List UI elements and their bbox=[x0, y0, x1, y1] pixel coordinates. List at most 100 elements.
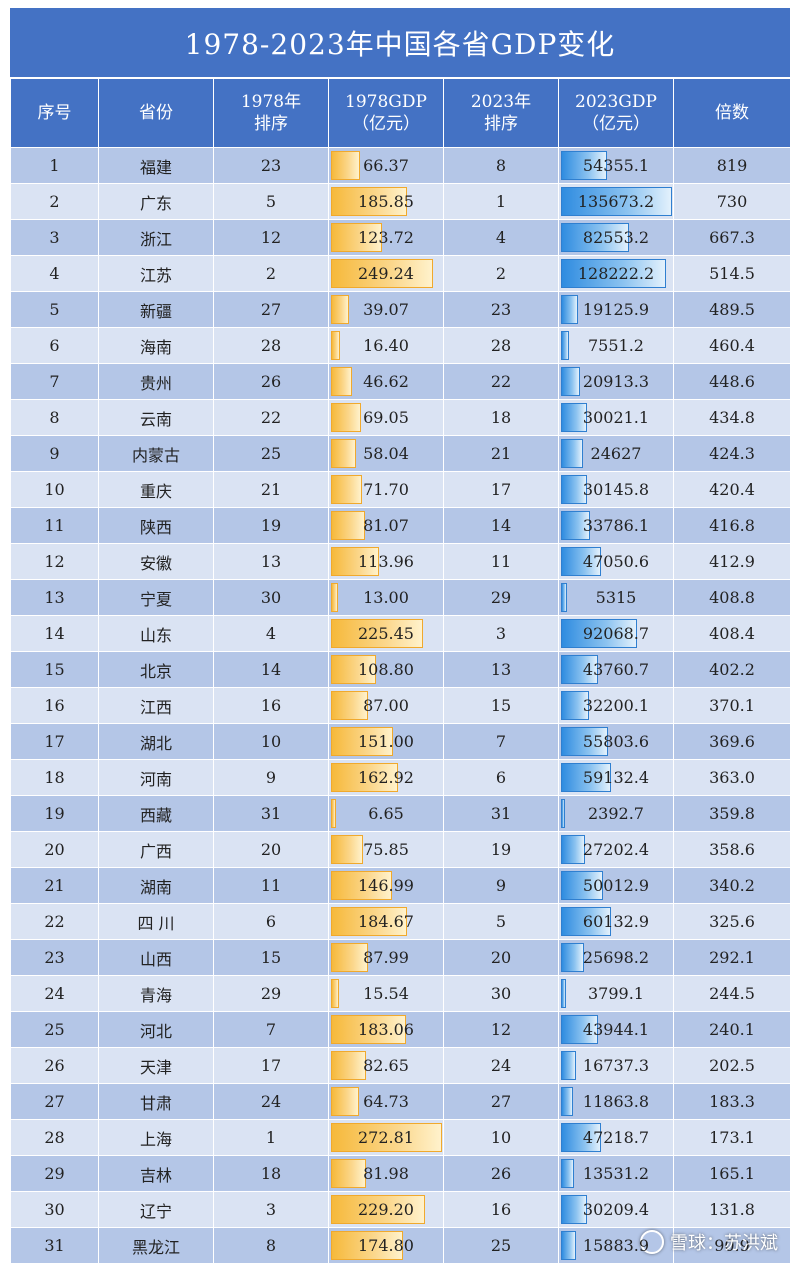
cell-gdp-2023-value: 24627 bbox=[590, 444, 642, 463]
cell-gdp-1978: 64.73 bbox=[328, 1083, 444, 1120]
cell-rank-1978: 26 bbox=[213, 363, 329, 400]
cell-rank-1978: 20 bbox=[213, 831, 329, 868]
cell-multiple: 370.1 bbox=[673, 687, 791, 724]
cell-gdp-2023: 30145.8 bbox=[558, 471, 674, 508]
cell-gdp-2023: 25698.2 bbox=[558, 939, 674, 976]
header-gdp-1978-line1: 1978GDP bbox=[345, 92, 427, 112]
table-row: 2 广东 5 185.85 1 135673.2 730 bbox=[10, 183, 791, 220]
cell-idx: 20 bbox=[10, 831, 99, 868]
cell-gdp-1978-databar bbox=[331, 259, 433, 288]
cell-idx: 21 bbox=[10, 867, 99, 904]
cell-gdp-2023-value: 27202.4 bbox=[582, 840, 650, 859]
cell-rank-2023: 30 bbox=[443, 975, 559, 1012]
cell-rank-1978: 3 bbox=[213, 1191, 329, 1228]
cell-gdp-1978-value: 174.80 bbox=[358, 1236, 414, 1255]
cell-province: 新疆 bbox=[98, 291, 214, 328]
cell-gdp-1978-value: 108.80 bbox=[358, 660, 414, 679]
cell-gdp-1978: 174.80 bbox=[328, 1227, 444, 1264]
cell-idx: 9 bbox=[10, 435, 99, 472]
cell-rank-1978: 10 bbox=[213, 723, 329, 760]
cell-gdp-2023-value: 25698.2 bbox=[582, 948, 650, 967]
cell-gdp-2023-databar bbox=[561, 799, 565, 828]
table-row: 10 重庆 21 71.70 17 30145.8 420.4 bbox=[10, 471, 791, 508]
header-gdp-2023-line1: 2023GDP bbox=[575, 92, 657, 112]
cell-gdp-1978: 16.40 bbox=[328, 327, 444, 364]
cell-idx: 16 bbox=[10, 687, 99, 724]
table-row: 16 江西 16 87.00 15 32200.1 370.1 bbox=[10, 687, 791, 724]
header-row: 序号 省份 1978年 排序 1978GDP （亿元） 2023年 排序 202… bbox=[10, 78, 791, 148]
cell-rank-1978: 24 bbox=[213, 1083, 329, 1120]
cell-gdp-1978: 66.37 bbox=[328, 147, 444, 184]
cell-gdp-1978: 81.98 bbox=[328, 1155, 444, 1192]
cell-gdp-2023-value: 2392.7 bbox=[588, 804, 644, 823]
cell-gdp-1978-databar bbox=[331, 1051, 366, 1080]
cell-idx: 7 bbox=[10, 363, 99, 400]
cell-multiple: 460.4 bbox=[673, 327, 791, 364]
cell-gdp-2023-value: 30209.4 bbox=[582, 1200, 650, 1219]
cell-rank-2023: 20 bbox=[443, 939, 559, 976]
table-row: 29 吉林 18 81.98 26 13531.2 165.1 bbox=[10, 1155, 791, 1192]
cell-gdp-2023: 16737.3 bbox=[558, 1047, 674, 1084]
cell-gdp-2023: 3799.1 bbox=[558, 975, 674, 1012]
cell-multiple: 408.4 bbox=[673, 615, 791, 652]
cell-gdp-1978-value: 162.92 bbox=[358, 768, 414, 787]
cell-multiple: 369.6 bbox=[673, 723, 791, 760]
table-row: 22 四 川 6 184.67 5 60132.9 325.6 bbox=[10, 903, 791, 940]
cell-gdp-1978-value: 6.65 bbox=[368, 804, 404, 823]
cell-province: 甘肃 bbox=[98, 1083, 214, 1120]
cell-gdp-2023: 2392.7 bbox=[558, 795, 674, 832]
cell-gdp-1978-databar bbox=[331, 1231, 403, 1260]
header-province: 省份 bbox=[98, 78, 214, 148]
cell-gdp-1978: 15.54 bbox=[328, 975, 444, 1012]
watermark-text: 雪球：苏洪斌 bbox=[670, 1233, 778, 1254]
cell-multiple: 402.2 bbox=[673, 651, 791, 688]
cell-multiple: 359.8 bbox=[673, 795, 791, 832]
cell-gdp-1978: 6.65 bbox=[328, 795, 444, 832]
table-row: 27 甘肃 24 64.73 27 11863.8 183.3 bbox=[10, 1083, 791, 1120]
cell-gdp-2023-databar bbox=[561, 583, 567, 612]
cell-idx: 25 bbox=[10, 1011, 99, 1048]
cell-province: 重庆 bbox=[98, 471, 214, 508]
cell-gdp-1978: 162.92 bbox=[328, 759, 444, 796]
table-row: 17 湖北 10 151.00 7 55803.6 369.6 bbox=[10, 723, 791, 760]
header-gdp-1978: 1978GDP （亿元） bbox=[328, 78, 444, 148]
cell-rank-2023: 19 bbox=[443, 831, 559, 868]
cell-gdp-2023-value: 135673.2 bbox=[577, 192, 655, 211]
cell-gdp-2023-databar bbox=[561, 331, 569, 360]
cell-gdp-2023-value: 43944.1 bbox=[582, 1020, 650, 1039]
cell-gdp-2023-databar bbox=[561, 403, 587, 432]
cell-gdp-2023-value: 82553.2 bbox=[582, 228, 650, 247]
cell-rank-2023: 11 bbox=[443, 543, 559, 580]
cell-province: 江苏 bbox=[98, 255, 214, 292]
cell-idx: 2 bbox=[10, 183, 99, 220]
cell-idx: 8 bbox=[10, 399, 99, 436]
cell-gdp-1978: 82.65 bbox=[328, 1047, 444, 1084]
cell-rank-1978: 30 bbox=[213, 579, 329, 616]
cell-gdp-2023-databar bbox=[561, 259, 666, 288]
cell-gdp-1978-value: 13.00 bbox=[363, 588, 409, 607]
cell-gdp-2023: 27202.4 bbox=[558, 831, 674, 868]
cell-rank-1978: 6 bbox=[213, 903, 329, 940]
table-row: 24 青海 29 15.54 30 3799.1 244.5 bbox=[10, 975, 791, 1012]
table-row: 23 山西 15 87.99 20 25698.2 292.1 bbox=[10, 939, 791, 976]
cell-rank-2023: 9 bbox=[443, 867, 559, 904]
cell-idx: 18 bbox=[10, 759, 99, 796]
cell-gdp-2023: 43760.7 bbox=[558, 651, 674, 688]
cell-province: 山西 bbox=[98, 939, 214, 976]
cell-gdp-1978-value: 146.99 bbox=[358, 876, 414, 895]
cell-gdp-2023-databar bbox=[561, 763, 611, 792]
cell-gdp-1978-databar bbox=[331, 367, 352, 396]
cell-rank-1978: 21 bbox=[213, 471, 329, 508]
cell-gdp-2023: 55803.6 bbox=[558, 723, 674, 760]
cell-gdp-1978: 146.99 bbox=[328, 867, 444, 904]
cell-gdp-1978: 81.07 bbox=[328, 507, 444, 544]
cell-gdp-2023: 128222.2 bbox=[558, 255, 674, 292]
cell-gdp-2023: 135673.2 bbox=[558, 183, 674, 220]
cell-province: 辽宁 bbox=[98, 1191, 214, 1228]
cell-gdp-2023: 59132.4 bbox=[558, 759, 674, 796]
cell-province: 湖北 bbox=[98, 723, 214, 760]
cell-gdp-1978-databar bbox=[331, 403, 361, 432]
cell-rank-2023: 2 bbox=[443, 255, 559, 292]
cell-gdp-2023-value: 47050.6 bbox=[582, 552, 650, 571]
cell-rank-1978: 15 bbox=[213, 939, 329, 976]
